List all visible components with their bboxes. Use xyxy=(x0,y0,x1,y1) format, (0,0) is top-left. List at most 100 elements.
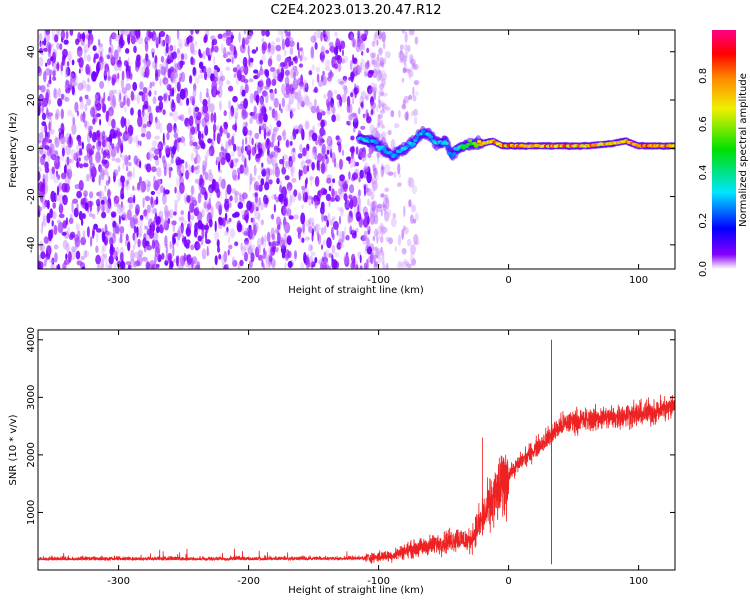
spectrogram-noise-cell xyxy=(125,125,128,135)
colorbar xyxy=(712,30,736,269)
spectrogram-noise-cell xyxy=(148,112,153,125)
spectrogram-noise-cell xyxy=(344,255,350,267)
spectrogram-noise-cell xyxy=(196,123,200,132)
spectrogram-noise-cell xyxy=(133,194,136,204)
spectrogram-noise-cell xyxy=(310,46,315,59)
spectrogram-noise-cell xyxy=(119,101,125,109)
spectrogram-noise-cell xyxy=(139,225,143,237)
spectrogram-noise-cell xyxy=(237,172,240,181)
spectrogram-noise-cell xyxy=(224,212,228,221)
spectrogram-noise-cell xyxy=(185,243,190,249)
spectrogram-noise-cell xyxy=(368,226,371,235)
spectrogram-noise-cell xyxy=(125,180,129,187)
spectrogram-noise-cell xyxy=(126,72,131,79)
spectrogram-noise-cell xyxy=(102,103,107,113)
spectrogram-noise-cell xyxy=(108,89,115,101)
spectrogram-noise-cell xyxy=(179,72,183,79)
spectrogram-noise-cell xyxy=(68,217,74,225)
spectrogram-noise-cell xyxy=(104,184,107,192)
spectrogram-noise-cell xyxy=(212,38,218,46)
spectrogram-noise-cell xyxy=(277,113,281,121)
spectrogram-noise-cell xyxy=(346,213,351,225)
spectrogram-noise-cell xyxy=(49,146,53,159)
spectrogram-noise-cell xyxy=(193,110,196,119)
spectrogram-noise-cell xyxy=(92,213,96,220)
spectrogram-noise-cell xyxy=(231,135,235,146)
spectrogram-noise-cell xyxy=(378,47,383,55)
spectrogram-noise-cell xyxy=(369,213,375,225)
spectrogram-noise-cell xyxy=(53,192,57,203)
spectrogram-noise-cell xyxy=(336,242,342,250)
spectrogram-noise-cell xyxy=(213,112,217,124)
spectrogram-noise-cell xyxy=(78,180,84,191)
spectrogram-noise-cell xyxy=(284,261,287,269)
spectrogram-noise-cell xyxy=(314,86,318,93)
spectrogram-noise-cell xyxy=(259,166,265,171)
spectrogram-noise-cell xyxy=(206,250,210,257)
spectrogram-noise-cell xyxy=(355,260,358,268)
spectrogram-noise-cell xyxy=(287,188,290,193)
spectrogram-noise-cell xyxy=(49,151,56,160)
spectrogram-noise-cell xyxy=(124,30,128,38)
spectrogram-noise-cell xyxy=(226,226,229,233)
spectrogram-noise-cell xyxy=(310,35,317,43)
spectrogram-noise-cell xyxy=(162,77,169,85)
spectrogram-noise-cell xyxy=(148,90,152,97)
spectrogram-noise-cell xyxy=(366,166,371,177)
spectrogram-noise-cell xyxy=(381,104,385,112)
spectrogram-noise-cell xyxy=(64,97,70,102)
spectrogram-noise-cell xyxy=(197,235,202,242)
spectrogram-noise-cell xyxy=(270,41,276,52)
spectrogram-noise-cell xyxy=(101,211,107,219)
spectrogram-noise-cell xyxy=(267,49,270,55)
spectrogram-noise-cell xyxy=(206,245,209,257)
spectrogram-noise-cell xyxy=(402,258,408,269)
spectrogram-noise-cell xyxy=(41,138,47,149)
spectrogram-noise-cell xyxy=(142,104,149,110)
spectrogram-noise-cell xyxy=(85,173,89,182)
spectrogram-noise-cell xyxy=(352,172,358,180)
spectrogram-noise-cell xyxy=(244,39,249,46)
spectrogram-noise-cell xyxy=(399,50,404,61)
spectrogram-noise-cell xyxy=(240,145,244,154)
spectrogram-noise-cell xyxy=(119,203,125,213)
spectrogram-noise-cell xyxy=(42,178,46,189)
spectrogram-noise-cell xyxy=(327,90,333,100)
spectrogram-noise-cell xyxy=(144,240,150,247)
spectrogram-noise-cell xyxy=(337,188,343,195)
spectrogram-noise-cell xyxy=(341,230,345,243)
spectrogram-noise-cell xyxy=(274,149,279,159)
spectrogram-noise-cell xyxy=(241,224,244,235)
spectrogram-noise-cell xyxy=(62,194,68,206)
spectrogram-noise-cell xyxy=(385,194,388,201)
spectrogram-noise-cell xyxy=(296,98,301,111)
spectrogram-noise-cell xyxy=(298,233,302,244)
spectrogram-noise-cell xyxy=(398,173,402,179)
spectrogram-noise-cell xyxy=(342,183,349,190)
spectrogram-noise-cell xyxy=(38,204,41,211)
spectrogram-noise-cell xyxy=(108,255,114,265)
spectrogram-noise-cell xyxy=(119,151,122,159)
spectrogram-noise-cell xyxy=(215,200,222,210)
spectrogram-noise-cell xyxy=(156,167,162,178)
spectrogram-noise-cell xyxy=(397,163,401,175)
spectrogram-noise-cell xyxy=(409,252,415,263)
spectrogram-noise-cell xyxy=(51,166,56,175)
spectrogram-noise-cell xyxy=(247,30,254,37)
spectrogram-noise-cell xyxy=(62,239,68,250)
spectrogram-noise-cell xyxy=(291,177,297,183)
spectrogram-noise-cell xyxy=(387,209,392,218)
y-tick-label: 40 xyxy=(26,45,37,58)
spectrogram-noise-cell xyxy=(102,204,105,213)
spectrogram-noise-cell xyxy=(176,165,182,176)
spectrogram-noise-cell xyxy=(145,163,152,173)
spectrogram-noise-cell xyxy=(377,113,381,126)
spectrogram-noise-cell xyxy=(234,211,240,218)
spectrogram-noise-cell xyxy=(245,213,249,224)
spectrogram-noise-cell xyxy=(186,195,191,203)
spectrogram-ridge-cell xyxy=(428,135,434,139)
spectrogram-noise-cell xyxy=(117,131,121,141)
spectrogram-noise-cell xyxy=(226,80,231,85)
spectrogram-noise-cell xyxy=(201,227,205,240)
spectrogram-noise-cell xyxy=(165,254,169,263)
